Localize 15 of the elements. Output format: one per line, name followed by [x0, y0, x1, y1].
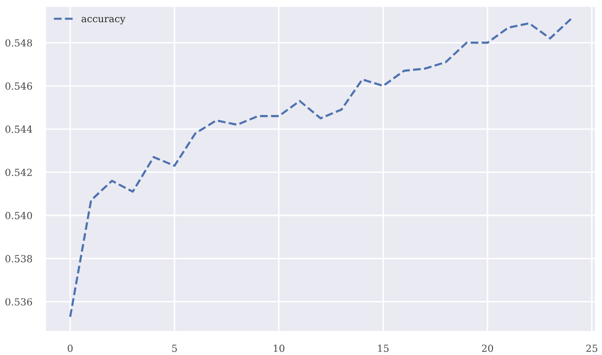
- x-tick-label: 10: [274, 344, 284, 352]
- x-tick-label: 20: [482, 344, 494, 352]
- x-tick-label: 0: [68, 344, 73, 352]
- y-tick-label: 0.544: [5, 126, 32, 133]
- x-tick-label: 5: [172, 344, 177, 352]
- y-tick-label: 0.548: [5, 39, 32, 47]
- y-tick-label: 0.546: [5, 82, 32, 90]
- x-tick-label: 25: [586, 344, 598, 352]
- y-tick-label: 0.542: [5, 168, 32, 176]
- y-tick-label: 0.538: [5, 255, 32, 262]
- y-tick-label: 0.540: [5, 212, 32, 220]
- legend-label: accuracy: [82, 16, 126, 24]
- line-series: [69, 18, 572, 318]
- x-tick-label: 15: [378, 344, 389, 352]
- y-tick-label: 0.536: [5, 298, 32, 306]
